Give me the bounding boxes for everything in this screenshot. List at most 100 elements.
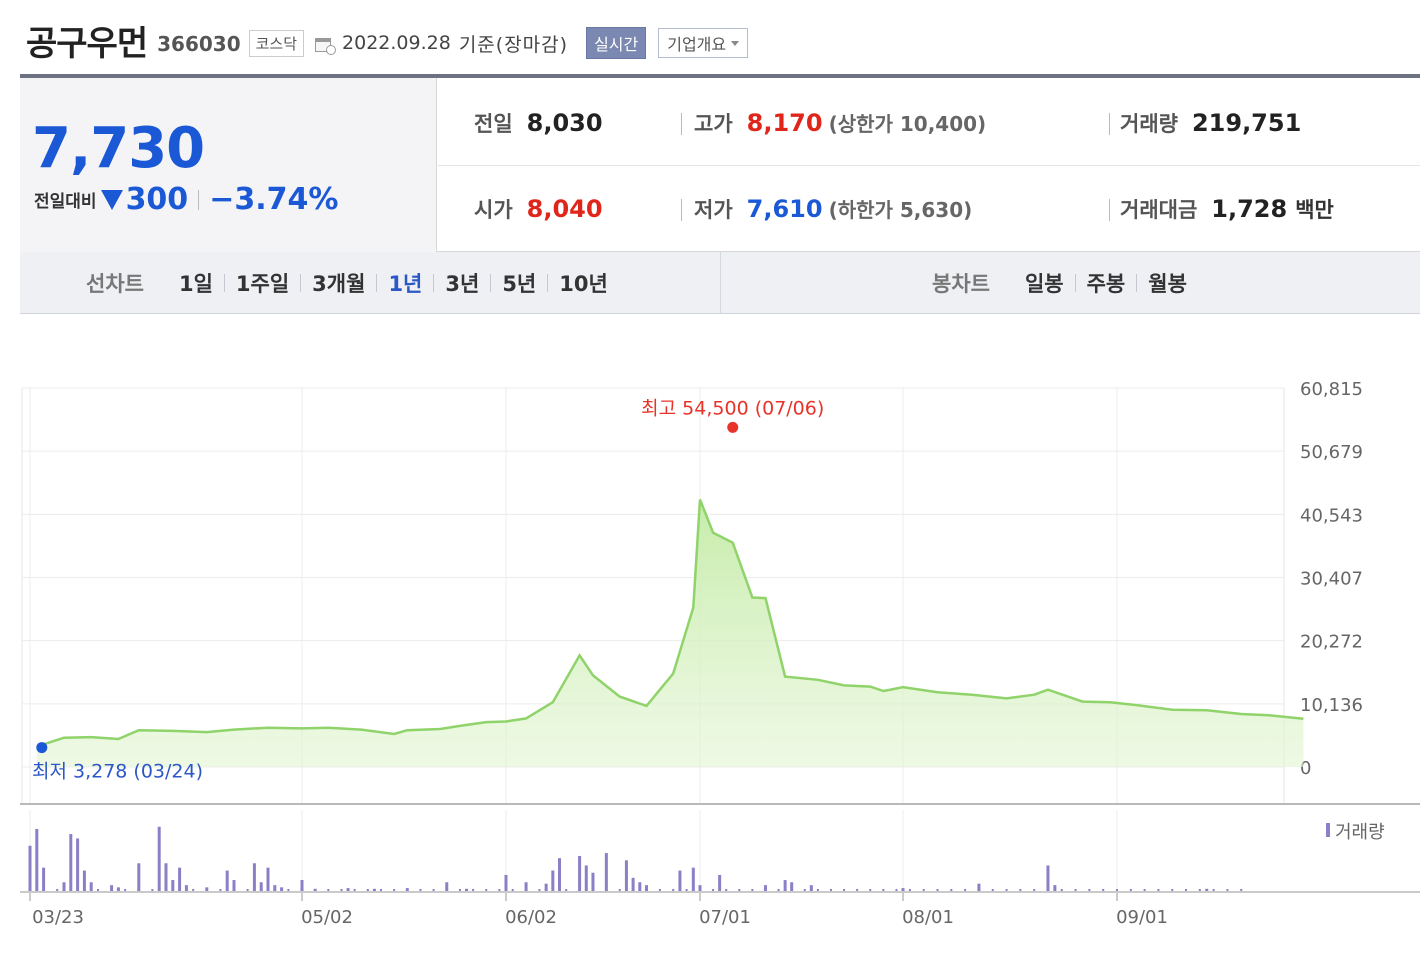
change-percent: −3.74% — [209, 182, 339, 217]
volume-bar-small — [301, 889, 303, 891]
volume-bar-small — [42, 889, 45, 891]
volume-bar — [1046, 865, 1050, 891]
y-tick-label: 60,815 — [1300, 379, 1363, 400]
tabs-divider — [720, 252, 721, 314]
volume-bar-small — [124, 889, 127, 891]
volume-bar — [184, 885, 188, 891]
candle-period-tab-1[interactable]: 주봉 — [1086, 272, 1126, 296]
volume-bar — [346, 888, 350, 891]
tab-separator — [1136, 274, 1138, 292]
volume-bar — [280, 887, 284, 891]
x-tick-label: 03/23 — [32, 907, 84, 928]
line-chart-tabs: 선차트 1일 1주일 3개월 1년 3년 5년 10년 — [86, 252, 619, 314]
volume-bar-small — [565, 889, 568, 891]
volume-bar — [110, 885, 114, 891]
volume-bar — [28, 845, 32, 891]
volume-bar-small — [1033, 889, 1036, 891]
volume-bar-small — [366, 889, 369, 891]
candle-period-tab-2[interactable]: 월봉 — [1148, 272, 1187, 296]
volume-bar-small — [1157, 889, 1160, 891]
volume-bar — [698, 885, 702, 891]
line-period-tab-5[interactable]: 5년 — [502, 272, 537, 296]
volume-bar-small — [97, 889, 99, 891]
volume-bar — [790, 882, 794, 891]
line-period-tab-2[interactable]: 3개월 — [312, 272, 366, 296]
min-annotation: 최저 3,278 (03/24) — [32, 761, 203, 783]
reference-suffix: 기준(장마감) — [458, 33, 569, 56]
line-period-tab-1[interactable]: 1주일 — [235, 272, 290, 296]
volume-bar — [372, 888, 376, 891]
volume-bar-small — [1143, 889, 1146, 891]
volume-bar-small — [816, 889, 819, 891]
volume-bar-small — [1102, 889, 1105, 891]
volume-bar-small — [632, 889, 635, 891]
volume-bar-small — [1019, 889, 1022, 891]
volume-bar-small — [922, 889, 925, 891]
open-value: 8,040 — [526, 195, 603, 223]
candle-period-tab-0[interactable]: 일봉 — [1024, 272, 1064, 296]
y-tick-label: 20,272 — [1300, 632, 1363, 653]
price-line — [36, 499, 1304, 748]
volume-bar — [89, 882, 93, 891]
volume-bar-small — [699, 889, 701, 891]
volume-bar-small — [1129, 889, 1132, 891]
volume-bar-small — [353, 889, 356, 891]
volume-bar-small — [393, 889, 396, 891]
volume-bar-small — [260, 889, 263, 891]
tab-separator — [223, 274, 225, 292]
volume-bar-small — [110, 889, 113, 891]
volume-bar-small — [1046, 889, 1049, 891]
reference-date: 2022.09.28 — [342, 32, 451, 54]
volume-bar-small — [1240, 889, 1243, 891]
volume-bar — [116, 887, 120, 891]
volume-bar-small — [895, 889, 898, 891]
y-tick-label: 40,543 — [1300, 505, 1363, 526]
line-period-tab-0[interactable]: 1일 — [178, 272, 213, 296]
tab-separator — [490, 274, 492, 292]
tab-separator — [376, 274, 378, 292]
stock-name: 공구우먼 — [26, 23, 148, 64]
line-period-tab-4[interactable]: 3년 — [445, 272, 480, 296]
volume-bar — [232, 880, 236, 891]
volume-bar-small — [764, 889, 767, 891]
x-tick-label: 06/02 — [505, 907, 557, 928]
y-axis: 60,815 50,679 40,543 30,407 20,272 10,136 0 — [1300, 379, 1363, 779]
volume-bar-small — [618, 889, 621, 891]
x-tick-label: 05/02 — [301, 907, 353, 928]
price-area-fill — [36, 499, 1304, 767]
volume-bar-small — [950, 889, 953, 891]
y-tick-label: 0 — [1300, 758, 1311, 779]
low-value: 7,610 — [746, 195, 823, 223]
volume-bar-small — [856, 889, 859, 891]
caret-down-icon — [731, 40, 740, 46]
line-period-tab-3[interactable]: 1년 — [388, 272, 423, 296]
volume-bar-small — [246, 889, 249, 891]
volume-bar — [62, 882, 66, 891]
volume-bar — [558, 858, 562, 891]
volume-bar — [544, 883, 548, 891]
volume-bar-small — [1185, 889, 1188, 891]
change-separator — [198, 189, 200, 210]
volume-bar-small — [1116, 889, 1118, 891]
volume-bar — [644, 885, 648, 891]
volume-bar-small — [511, 889, 514, 891]
volume-bar-small — [738, 889, 741, 891]
stats-separator — [1109, 113, 1110, 135]
volume-bar — [631, 877, 635, 891]
volume-bar-small — [29, 889, 31, 891]
volume-bar — [604, 853, 608, 891]
volume-bar — [901, 888, 905, 891]
volume-bar-small — [525, 889, 528, 891]
line-period-tab-6[interactable]: 10년 — [559, 272, 608, 296]
company-overview-dropdown[interactable]: 기업개요 — [658, 28, 749, 58]
volume-bar-small — [591, 889, 594, 891]
volume-bar — [809, 885, 813, 891]
volume-bar-small — [485, 889, 488, 891]
volume-bar — [259, 882, 263, 891]
volume-bar — [524, 882, 528, 891]
prev-close-cell: 전일 8,030 — [474, 108, 603, 138]
market-badge: 코스닥 — [248, 29, 305, 57]
volume-bar-small — [869, 889, 872, 891]
realtime-button[interactable]: 실시간 — [586, 27, 647, 59]
x-tick-label: 07/01 — [699, 907, 751, 928]
